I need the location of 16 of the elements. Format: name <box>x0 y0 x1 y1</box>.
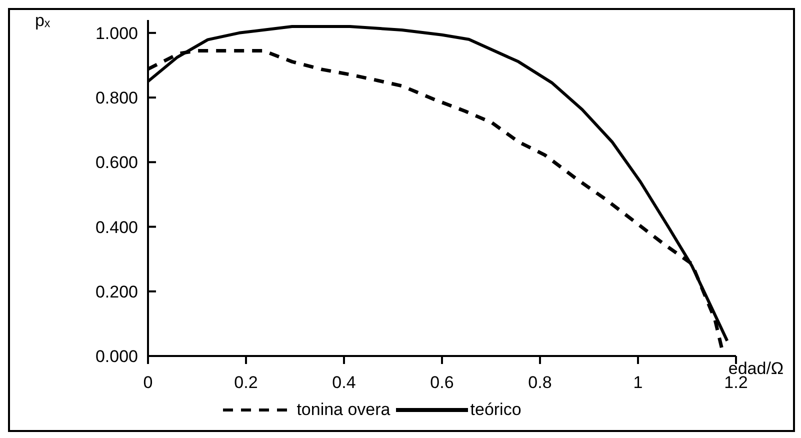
x-tick-label: 0.4 <box>332 373 356 392</box>
y-tick-label: 0.400 <box>95 218 138 237</box>
legend-label: teórico <box>470 400 522 420</box>
x-tick-label: 0.8 <box>528 373 552 392</box>
y-tick-label: 1.000 <box>95 24 138 43</box>
y-axis-title: pₓ <box>35 11 50 30</box>
y-tick-label: 0.800 <box>95 88 138 108</box>
x-tick-label: 0 <box>143 373 153 392</box>
x-tick-label: 0.6 <box>430 373 454 392</box>
y-tick-label: 0.000 <box>95 347 138 366</box>
y-tick-label: 0.600 <box>95 153 138 172</box>
y-tick-label: 0.200 <box>95 282 138 302</box>
x-tick-label: 1.2 <box>724 373 748 392</box>
x-tick-label: 0.2 <box>234 373 258 392</box>
x-tick-label: 1 <box>633 373 643 392</box>
legend-label: tonina overa <box>296 400 390 420</box>
